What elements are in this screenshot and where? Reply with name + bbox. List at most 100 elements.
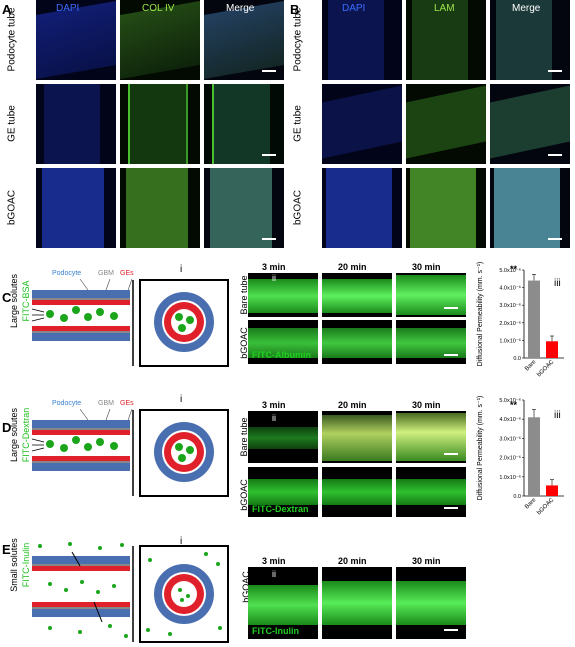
c-sub-i: i (180, 264, 183, 275)
y-tick-label: 1.0x10⁻⁶ (499, 337, 521, 344)
scale-bar (262, 154, 276, 156)
scale-bar (548, 70, 562, 72)
a-ge-merge (204, 84, 284, 164)
b-lam-label: LAM (434, 3, 455, 14)
a-podo-merge: Merge (204, 0, 284, 80)
c-time-20: 20 min (338, 262, 367, 272)
b-ge-merge (490, 84, 570, 164)
e-time-20: 20 min (338, 556, 367, 566)
b-podo-dapi: DAPI (322, 0, 402, 80)
d-bgoac-3min (248, 467, 318, 517)
c-fitc-label: FITC-Albumin (252, 350, 311, 360)
b-bgoac-lam (406, 168, 486, 248)
d-side-label-1: Large solutes (9, 407, 19, 463)
y-tick-label: 2.0x10⁻⁶ (499, 320, 521, 327)
d-fitc-label: FITC-Dextran (252, 504, 309, 514)
d-bgoac-20min (322, 467, 392, 517)
bar (528, 280, 540, 358)
b-dapi-label: DAPI (342, 3, 366, 14)
scale-bar (444, 354, 458, 356)
e-fitc-label: FITC-Inulin (252, 626, 299, 636)
scale-bar (262, 70, 276, 72)
scale-bar (444, 629, 458, 631)
e-sub-i: i (180, 536, 183, 547)
b-merge-label: Merge (512, 3, 541, 14)
y-tick-label: 0.0 (513, 494, 521, 500)
y-tick-label: 1.0x10⁻⁶ (499, 474, 521, 481)
y-tick-label: 3.0x10⁻⁶ (499, 435, 521, 442)
d-permeability-chart: 0.0 1.0x10⁻⁶ 2.0x10⁻⁶ 3.0x10⁻⁶ 4.0x10⁻⁶ 5.0x1… (477, 396, 564, 517)
c-bare-30min (396, 273, 466, 317)
d-bare-20min (322, 411, 392, 463)
c-bare-3min: ii (248, 273, 318, 317)
a-row-label-bgoac: bGOAC (6, 190, 18, 226)
scale-bar (262, 238, 276, 240)
d-sub-ii: ii (272, 413, 276, 423)
c-schematic (31, 278, 229, 367)
e-side-label-1: Small solutes (9, 538, 19, 592)
c-ges-label: GEs (120, 270, 134, 277)
y-axis-label: Diffusional Permeability (mm. s⁻¹) (477, 396, 484, 501)
panel-a-letter: A (2, 2, 12, 17)
c-bgoac-20min (322, 320, 392, 364)
d-significance: ** (510, 400, 518, 410)
a-podo-col4: COL IV (120, 0, 200, 80)
d-sub-i: i (180, 394, 183, 405)
scale-bar (444, 507, 458, 509)
panel-e-letter: E (2, 542, 11, 557)
panel-c-letter: C (2, 290, 12, 305)
c-bgoac-30min (396, 320, 466, 364)
d-time-30: 30 min (412, 400, 441, 410)
e-bgoac-3min: ii (248, 567, 318, 639)
bar (546, 485, 558, 496)
a-ge-dapi (36, 84, 116, 164)
c-time-30: 30 min (412, 262, 441, 272)
d-bare-3min: ii (248, 411, 318, 463)
d-gbm-label: GBM (98, 400, 114, 407)
e-bgoac-20min (322, 567, 392, 639)
e-time-3: 3 min (262, 556, 286, 566)
y-tick-label: 4.0x10⁻⁶ (499, 416, 521, 423)
b-ge-dapi (322, 84, 402, 164)
c-side-label-1: Large solutes (9, 273, 19, 329)
c-permeability-chart: 0.0 1.0x10⁻⁶ 2.0x10⁻⁶ 3.0x10⁻⁶ 4.0x10⁻⁶ 5.0x1… (477, 262, 564, 378)
c-podocyte-label: Podocyte (52, 270, 82, 277)
a-row-label-podocyte: Podocyte tube (6, 7, 18, 72)
y-tick-label: 5.0x10⁻⁶ (499, 397, 521, 404)
c-significance: ** (510, 264, 518, 274)
y-tick-label: 4.0x10⁻⁶ (499, 285, 521, 292)
a-col4-label: COL IV (142, 3, 175, 14)
x-tick-label: bGOAC (536, 497, 556, 517)
b-row-label-ge: GE tube (292, 105, 304, 142)
y-axis-label: Diffusional Permeability (mm. s⁻¹) (477, 262, 484, 366)
panel-b-grid: DAPI LAM Merge (322, 0, 572, 248)
d-bare-30min (396, 411, 466, 463)
tube-wall-top (32, 290, 130, 305)
a-ge-col4 (120, 84, 200, 164)
e-sub-ii: ii (272, 569, 276, 579)
d-time-20: 20 min (338, 400, 367, 410)
tube-wall-bottom (32, 326, 130, 341)
c-gbm-label: GBM (98, 270, 114, 277)
b-ge-lam (406, 84, 486, 164)
a-bgoac-col4 (120, 168, 200, 248)
b-podo-lam: LAM (406, 0, 486, 80)
scale-bar (548, 154, 562, 156)
c-bgoac-3min (248, 320, 318, 364)
panel-d-letter: D (2, 420, 12, 435)
x-tick-label: Bare (524, 359, 538, 373)
c-bare-20min (322, 273, 392, 317)
a-merge-label: Merge (226, 3, 255, 14)
b-podo-merge: Merge (490, 0, 570, 80)
y-tick-label: 5.0x10⁻⁶ (499, 267, 521, 274)
scale-bar (548, 238, 562, 240)
e-bgoac-30min (396, 567, 466, 639)
a-bgoac-merge (204, 168, 284, 248)
panel-a-grid: DAPI COL IV Merge (36, 0, 286, 248)
c-sub-iii: iii (554, 278, 561, 289)
d-schematic (31, 408, 229, 497)
y-tick-label: 0.0 (513, 356, 521, 362)
e-time-30: 30 min (412, 556, 441, 566)
b-row-label-bgoac: bGOAC (292, 190, 304, 226)
a-bgoac-dapi (36, 168, 116, 248)
